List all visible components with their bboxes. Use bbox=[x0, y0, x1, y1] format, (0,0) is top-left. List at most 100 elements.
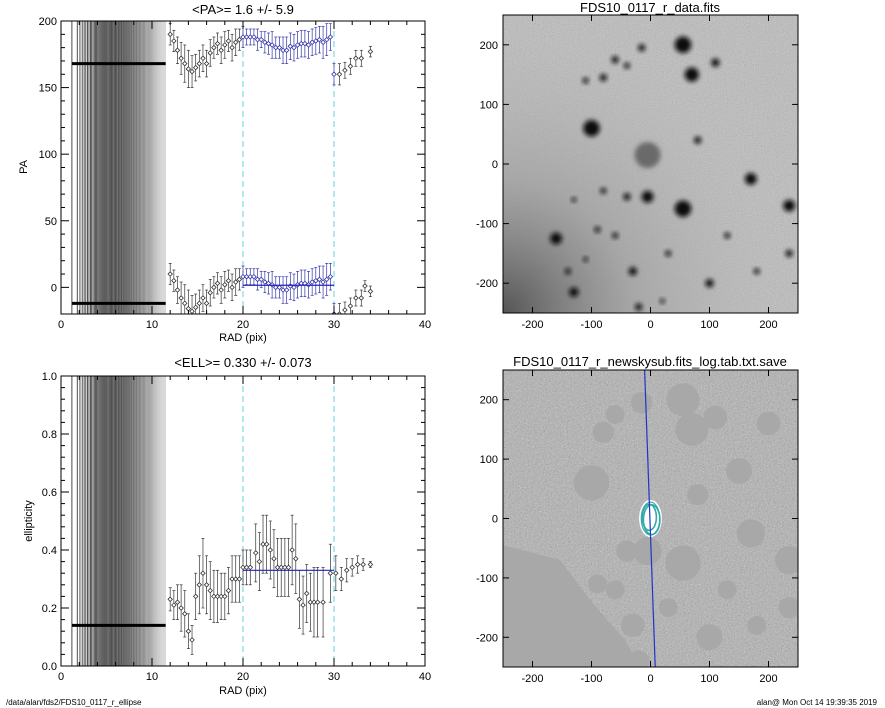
data-point bbox=[203, 300, 210, 307]
source-blob bbox=[599, 74, 607, 82]
data-point bbox=[262, 279, 268, 285]
skysub-image-ticks: -200 -100 0 100 200 -200 -100 0 100 200 bbox=[476, 370, 798, 685]
data-point bbox=[254, 36, 261, 43]
data-point bbox=[203, 582, 210, 588]
data-point bbox=[236, 36, 243, 43]
data-point bbox=[336, 311, 343, 314]
mask-disc bbox=[778, 596, 798, 619]
data-point bbox=[320, 39, 326, 46]
y-tick-label: 100 bbox=[480, 454, 498, 466]
pa-title: <PA>= 1.6 +/- 5.9 bbox=[192, 2, 294, 17]
data-point bbox=[185, 628, 192, 634]
data-point bbox=[336, 71, 343, 78]
data-point bbox=[285, 564, 292, 571]
data-point bbox=[258, 36, 264, 43]
data-point bbox=[218, 287, 224, 293]
data-point bbox=[196, 582, 203, 588]
data-point bbox=[211, 593, 217, 600]
data-point bbox=[276, 284, 283, 291]
source-blob bbox=[638, 44, 646, 52]
data-point bbox=[316, 36, 323, 43]
source-blob bbox=[612, 232, 619, 239]
data-point bbox=[240, 564, 246, 571]
mask-disc bbox=[703, 405, 728, 430]
data-point bbox=[287, 43, 294, 50]
source-blob bbox=[571, 197, 577, 203]
x-tick-label: 30 bbox=[328, 319, 340, 331]
mask-disc bbox=[665, 545, 701, 581]
data-point bbox=[196, 60, 203, 67]
x-tick-label: 0 bbox=[647, 319, 653, 331]
data-point bbox=[243, 564, 250, 571]
data-point bbox=[225, 587, 232, 594]
y-tick-label: 200 bbox=[480, 395, 498, 407]
data-image-title: FDS10_0117_r_data.fits bbox=[580, 0, 720, 15]
data-point bbox=[293, 555, 299, 562]
data-point bbox=[222, 281, 228, 288]
data-point bbox=[320, 279, 326, 285]
y-tick-label: -100 bbox=[476, 573, 498, 585]
x-tick-label: 10 bbox=[146, 671, 158, 683]
x-tick-label: 0 bbox=[58, 671, 64, 683]
data-point bbox=[311, 599, 317, 605]
source-blob bbox=[569, 287, 579, 297]
y-tick-label: 50 bbox=[45, 216, 57, 228]
pa-dashed-lines bbox=[242, 21, 335, 314]
data-point bbox=[207, 587, 214, 594]
data-point bbox=[271, 555, 277, 562]
data-point bbox=[218, 47, 224, 54]
x-tick-label: -200 bbox=[521, 673, 543, 685]
data-point bbox=[251, 273, 257, 280]
data-point bbox=[291, 44, 297, 51]
data-point bbox=[207, 289, 214, 296]
source-blob bbox=[744, 173, 757, 185]
data-point bbox=[232, 39, 239, 46]
data-point bbox=[316, 276, 323, 283]
data-point bbox=[174, 599, 181, 605]
data-point bbox=[243, 34, 250, 40]
data-point bbox=[313, 277, 319, 284]
x-tick-label: 200 bbox=[759, 319, 777, 331]
y-tick-label: 200 bbox=[480, 40, 498, 52]
data-point bbox=[347, 303, 354, 309]
source-blob bbox=[665, 250, 672, 257]
data-point bbox=[313, 38, 319, 44]
data-point bbox=[167, 31, 173, 38]
mask-disc bbox=[621, 613, 645, 638]
data-point bbox=[174, 47, 181, 54]
data-point bbox=[222, 593, 228, 600]
data-point bbox=[225, 38, 232, 44]
ell-ylabel: ellipticity bbox=[23, 500, 35, 542]
data-point bbox=[236, 276, 243, 283]
data-point bbox=[240, 273, 246, 280]
y-tick-label: 0 bbox=[492, 159, 498, 171]
data-point bbox=[240, 34, 246, 40]
data-point bbox=[367, 561, 374, 568]
data-point bbox=[309, 279, 315, 285]
data-point bbox=[189, 637, 195, 643]
source-blob bbox=[635, 303, 643, 311]
mask-disc bbox=[605, 580, 625, 600]
y-tick-label: 1.0 bbox=[42, 371, 57, 383]
data-point bbox=[327, 34, 334, 40]
data-point bbox=[174, 287, 181, 293]
pa-xlabel: RAD (pix) bbox=[219, 332, 267, 344]
data-point bbox=[291, 284, 297, 291]
source-blob bbox=[623, 193, 631, 201]
x-tick-label: 30 bbox=[328, 671, 340, 683]
source-blob bbox=[641, 190, 654, 203]
data-point bbox=[354, 561, 361, 568]
data-image-sources bbox=[550, 36, 796, 311]
mask-disc bbox=[633, 537, 662, 566]
source-blob bbox=[594, 226, 601, 233]
mask-disc bbox=[675, 412, 709, 446]
mask-disc bbox=[631, 392, 653, 414]
ell-data bbox=[167, 514, 374, 655]
pa-ylabel: PA bbox=[18, 159, 30, 174]
data-point bbox=[278, 564, 284, 571]
data-point bbox=[282, 564, 288, 571]
source-blob bbox=[583, 257, 588, 262]
data-point bbox=[171, 602, 177, 608]
data-point bbox=[320, 599, 326, 605]
data-point bbox=[236, 576, 243, 582]
